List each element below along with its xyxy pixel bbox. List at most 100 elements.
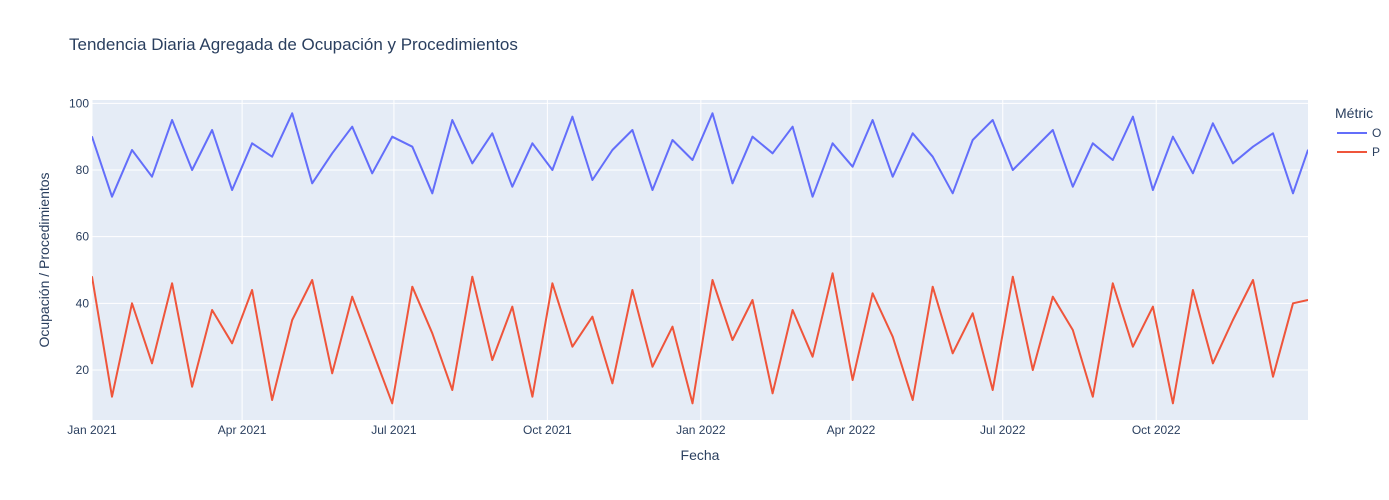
series-point-0 bbox=[251, 142, 253, 145]
series-point-1 bbox=[1092, 395, 1094, 398]
series-point-0 bbox=[131, 149, 133, 151]
series-point-1 bbox=[92, 275, 93, 278]
series-point-0 bbox=[871, 119, 874, 121]
series-point-1 bbox=[451, 389, 454, 391]
series-point-1 bbox=[1031, 369, 1034, 371]
series-point-0 bbox=[771, 152, 774, 155]
series-point-1 bbox=[191, 385, 193, 388]
y-tick-label: 100 bbox=[69, 96, 89, 110]
series-point-1 bbox=[351, 295, 354, 298]
series-point-0 bbox=[631, 129, 634, 131]
series-point-0 bbox=[111, 195, 113, 198]
series-point-0 bbox=[1307, 149, 1308, 151]
series-point-0 bbox=[151, 175, 153, 178]
series-point-1 bbox=[651, 365, 654, 368]
series-point-0 bbox=[331, 152, 333, 155]
series-point-0 bbox=[491, 132, 494, 135]
series-point-1 bbox=[111, 395, 113, 398]
series-point-1 bbox=[1172, 402, 1174, 405]
series-point-1 bbox=[411, 285, 414, 288]
series-point-0 bbox=[931, 155, 934, 158]
series-point-0 bbox=[1172, 135, 1174, 138]
series-point-0 bbox=[851, 165, 854, 168]
chart-title: Tendencia Diaria Agregada de Ocupación y… bbox=[69, 35, 518, 54]
series-point-1 bbox=[751, 299, 754, 301]
series-point-0 bbox=[791, 125, 794, 128]
series-point-1 bbox=[171, 282, 173, 285]
series-point-0 bbox=[411, 145, 414, 148]
series-point-1 bbox=[831, 272, 834, 275]
series-point-0 bbox=[511, 185, 514, 188]
series-point-1 bbox=[471, 275, 474, 278]
series-point-1 bbox=[1232, 319, 1234, 321]
series-point-1 bbox=[151, 362, 153, 365]
series-point-0 bbox=[991, 119, 994, 121]
series-point-0 bbox=[831, 142, 834, 145]
series-point-0 bbox=[1192, 172, 1194, 175]
legend: Métric OP bbox=[1335, 105, 1381, 159]
series-point-1 bbox=[371, 349, 374, 351]
series-point-0 bbox=[611, 149, 614, 151]
series-point-0 bbox=[431, 192, 434, 195]
series-point-1 bbox=[251, 289, 253, 291]
series-point-0 bbox=[1232, 162, 1234, 165]
series-point-0 bbox=[171, 119, 173, 121]
series-point-0 bbox=[1212, 122, 1214, 125]
series-point-1 bbox=[271, 399, 273, 401]
x-tick-label: Jan 2021 bbox=[67, 423, 117, 437]
series-point-1 bbox=[1011, 275, 1014, 278]
series-point-1 bbox=[391, 402, 394, 405]
series-point-0 bbox=[1072, 185, 1074, 188]
series-point-0 bbox=[1112, 159, 1114, 161]
y-tick-label: 40 bbox=[76, 296, 90, 310]
series-point-1 bbox=[1192, 289, 1194, 291]
x-tick-label: Oct 2021 bbox=[523, 423, 572, 437]
series-point-1 bbox=[791, 309, 794, 311]
x-axis-title: Fecha bbox=[681, 447, 720, 463]
series-point-0 bbox=[1051, 129, 1054, 131]
series-point-0 bbox=[691, 159, 694, 161]
series-point-0 bbox=[1272, 132, 1274, 135]
series-point-0 bbox=[1252, 145, 1254, 148]
x-tick-label: Jul 2021 bbox=[371, 423, 417, 437]
series-point-1 bbox=[131, 302, 133, 305]
series-point-0 bbox=[551, 169, 554, 171]
series-point-0 bbox=[371, 172, 374, 175]
series-point-1 bbox=[231, 342, 233, 345]
series-point-1 bbox=[1292, 302, 1294, 305]
series-point-0 bbox=[391, 135, 394, 138]
x-tick-label: Jul 2022 bbox=[980, 423, 1026, 437]
series-point-1 bbox=[331, 372, 333, 375]
series-point-0 bbox=[951, 192, 954, 195]
series-point-0 bbox=[231, 189, 233, 191]
series-point-1 bbox=[991, 389, 994, 391]
legend-label-0: O bbox=[1372, 126, 1381, 140]
series-point-0 bbox=[1292, 192, 1294, 195]
series-point-0 bbox=[271, 155, 273, 158]
series-point-1 bbox=[1272, 375, 1274, 378]
series-point-1 bbox=[491, 359, 494, 361]
series-point-1 bbox=[931, 285, 934, 288]
series-point-1 bbox=[911, 399, 914, 401]
series-point-1 bbox=[291, 319, 293, 321]
series-line-1 bbox=[92, 272, 1308, 405]
series-point-0 bbox=[591, 179, 594, 181]
x-tick-label: Apr 2022 bbox=[827, 423, 876, 437]
series-point-1 bbox=[771, 392, 774, 395]
series-point-0 bbox=[191, 169, 193, 171]
series-point-1 bbox=[671, 325, 674, 328]
series-point-0 bbox=[471, 162, 474, 165]
series-point-1 bbox=[951, 352, 954, 355]
series-point-0 bbox=[1132, 115, 1134, 118]
series-point-1 bbox=[1252, 279, 1254, 281]
y-axis-title: Ocupación / Procedimientos bbox=[36, 172, 52, 347]
series-point-0 bbox=[531, 142, 534, 145]
series-point-1 bbox=[531, 395, 534, 398]
series-point-0 bbox=[971, 139, 974, 141]
series-point-0 bbox=[751, 135, 754, 138]
series-point-0 bbox=[211, 129, 213, 131]
x-tick-label: Apr 2021 bbox=[218, 423, 267, 437]
y-tick-label: 60 bbox=[76, 230, 90, 244]
series-point-0 bbox=[651, 189, 654, 191]
